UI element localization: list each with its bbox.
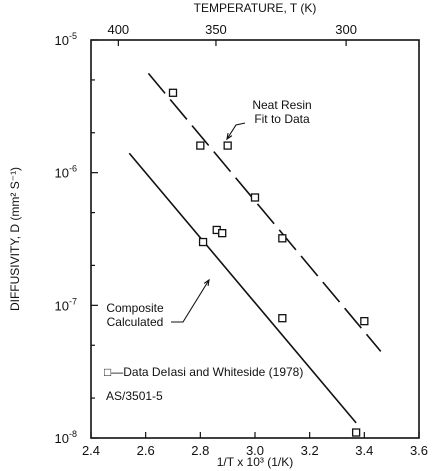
data-point bbox=[360, 316, 369, 326]
annotation-material-0: AS/3501-5 bbox=[106, 389, 163, 403]
x-tick-label-1: 2.6 bbox=[137, 443, 155, 458]
top-tick-label-0: 400 bbox=[107, 22, 129, 37]
neat-resin-leader-arrow-arrowhead bbox=[226, 132, 233, 141]
x-tick-label-2: 2.8 bbox=[191, 443, 209, 458]
y-tick-label-0: 10-5 bbox=[55, 31, 77, 48]
y-tick-label-3: 10-8 bbox=[55, 429, 77, 446]
y-tick-exponent-1: -6 bbox=[69, 164, 77, 174]
annotation-composite-1: Calculated bbox=[107, 315, 164, 329]
composite-calculated-line bbox=[128, 152, 357, 424]
data-point bbox=[218, 229, 227, 238]
data-point bbox=[168, 88, 178, 97]
data-points bbox=[168, 88, 369, 437]
x-axis-title: 1/T x 10³ (1/K) bbox=[217, 455, 293, 469]
tick-labels: 2.4 2.6 2.8 3.0 3.2 3.4 3.6 10-5 10-6 10-7 10-8 400… bbox=[55, 22, 429, 458]
annotation-composite-0: Composite bbox=[106, 301, 164, 315]
y-tick-label-1: 10-6 bbox=[55, 164, 77, 181]
tick-marks bbox=[90, 39, 420, 439]
y-tick-label-2: 10-7 bbox=[55, 296, 77, 313]
x-tick-label-4: 3.2 bbox=[301, 443, 319, 458]
data-point bbox=[223, 141, 232, 150]
data-point bbox=[250, 193, 260, 202]
composite-leader-arrow-arrowhead bbox=[203, 278, 210, 287]
y-tick-exponent-2: -7 bbox=[69, 296, 77, 306]
x-tick-label-0: 2.4 bbox=[82, 443, 100, 458]
composite-leader-arrow bbox=[171, 279, 210, 323]
top-tick-label-1: 350 bbox=[205, 22, 227, 37]
data-point bbox=[351, 428, 361, 437]
x-tick-label-6: 3.6 bbox=[410, 443, 428, 458]
y-tick-exponent-0: -5 bbox=[69, 31, 77, 41]
annotation-neat-0: Neat Resin bbox=[252, 98, 311, 112]
data-point bbox=[278, 234, 287, 243]
top-axis-title: TEMPERATURE, T (K) bbox=[194, 1, 317, 15]
neat-resin-fit-line bbox=[147, 72, 382, 352]
x-tick-label-5: 3.4 bbox=[355, 443, 373, 458]
y-tick-exponent-3: -8 bbox=[69, 429, 77, 439]
annotation-neat-1: Fit to Data bbox=[254, 112, 310, 126]
data-point bbox=[198, 237, 208, 247]
data-point bbox=[278, 314, 287, 323]
top-tick-label-2: 300 bbox=[335, 22, 357, 37]
x-tick-label-3: 3.0 bbox=[246, 443, 264, 458]
fit-lines bbox=[128, 72, 382, 424]
annotation-legend-0: □—Data DeIasi and Whiteside (1978) bbox=[104, 365, 303, 379]
data-point bbox=[196, 141, 205, 150]
neat-resin-leader-arrow bbox=[226, 122, 246, 140]
y-axis-title: DIFFUSIVITY, D (mm² S⁻¹) bbox=[8, 167, 22, 311]
